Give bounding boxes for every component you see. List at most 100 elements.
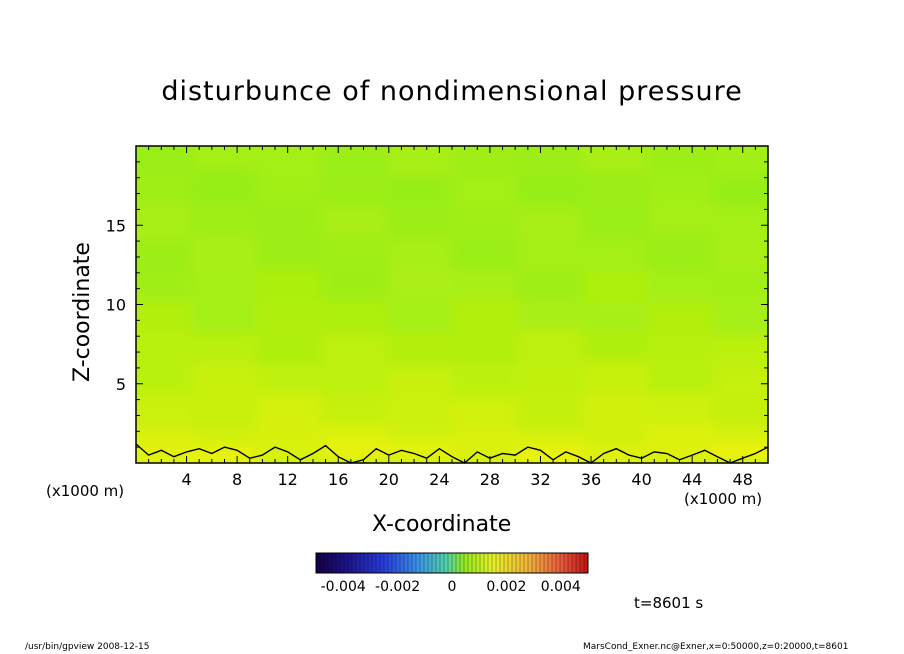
colorbar-cell bbox=[500, 553, 505, 573]
colorbar-cell bbox=[396, 553, 401, 573]
field-cell bbox=[647, 269, 715, 309]
field-cell bbox=[386, 146, 454, 183]
colorbar-cell bbox=[452, 553, 457, 573]
colorbar-cell bbox=[548, 553, 553, 573]
field-cell bbox=[386, 441, 454, 463]
colorbar-cell bbox=[444, 553, 449, 573]
colorbar-cell bbox=[392, 553, 397, 573]
colorbar-cell bbox=[348, 553, 353, 573]
colorbar-cell bbox=[540, 553, 545, 573]
colorbar-cell bbox=[416, 553, 421, 573]
colorbar-cell bbox=[332, 553, 337, 573]
x-tick-label: 28 bbox=[480, 470, 500, 489]
colorbar-cell bbox=[524, 553, 529, 573]
field-cell bbox=[256, 441, 324, 463]
colorbar-cell bbox=[492, 553, 497, 573]
colorbar-cell bbox=[468, 553, 473, 573]
time-label: t=8601 s bbox=[634, 594, 704, 612]
x-tick-label: 4 bbox=[181, 470, 191, 489]
field-cell bbox=[321, 440, 389, 463]
field-cell bbox=[386, 297, 454, 338]
colorbar-cell bbox=[336, 553, 341, 573]
colorbar-cell bbox=[576, 553, 581, 573]
field-cell bbox=[582, 237, 650, 278]
field-bands bbox=[136, 146, 768, 463]
field-cell bbox=[321, 300, 389, 340]
colorbar-cell bbox=[356, 553, 361, 573]
colorbar-cell bbox=[376, 553, 381, 573]
colorbar-cell bbox=[484, 553, 489, 573]
x-axis: 4 8 12 16 20 24 28 32 36 40 44 48 bbox=[148, 146, 756, 489]
colorbar-cell bbox=[448, 553, 453, 573]
colorbar-cell bbox=[456, 553, 461, 573]
x-tick-label: 36 bbox=[581, 470, 601, 489]
field-cell bbox=[647, 424, 715, 449]
colorbar-cell bbox=[464, 553, 469, 573]
x-tick-label: 32 bbox=[530, 470, 550, 489]
field-cell bbox=[647, 234, 715, 275]
field-cell bbox=[191, 202, 259, 243]
colorbar-tick-label: -0.004 bbox=[321, 579, 366, 595]
colorbar-cell bbox=[472, 553, 477, 573]
colorbar-cell bbox=[412, 553, 417, 573]
colorbar-tick-label: -0.002 bbox=[375, 579, 420, 595]
field-cell bbox=[712, 300, 768, 341]
colorbar-cell bbox=[584, 553, 589, 573]
colorbar-cell bbox=[380, 553, 385, 573]
colorbar-cell bbox=[388, 553, 393, 573]
field-cell bbox=[191, 392, 259, 433]
x-tick-label: 44 bbox=[682, 470, 702, 489]
colorbar-cell bbox=[360, 553, 365, 573]
colorbar-tick-label: 0.002 bbox=[486, 579, 526, 595]
field-cell bbox=[136, 394, 194, 435]
colorbar-cell bbox=[432, 553, 437, 573]
colorbar-cell bbox=[568, 553, 573, 573]
colorbar-cell bbox=[560, 553, 565, 573]
field-cell bbox=[517, 205, 585, 246]
field-cell bbox=[191, 236, 259, 277]
field-cell bbox=[517, 446, 585, 463]
colorbar-cell bbox=[420, 553, 425, 573]
x-axis-label: X-coordinate bbox=[372, 512, 512, 537]
y-tick-label: 5 bbox=[116, 375, 126, 394]
field-cell bbox=[136, 446, 194, 463]
field-cell bbox=[136, 360, 194, 401]
field-cell bbox=[191, 444, 259, 463]
field-cell bbox=[136, 170, 194, 211]
pressure-field bbox=[136, 146, 768, 463]
colorbar-cell bbox=[408, 553, 413, 573]
field-cell bbox=[386, 331, 454, 372]
x-unit-label-right: (x1000 m) bbox=[684, 490, 763, 508]
field-cell bbox=[452, 444, 520, 463]
field-cell bbox=[452, 329, 520, 370]
field-cell bbox=[256, 234, 324, 275]
x-tick-label: 12 bbox=[278, 470, 298, 489]
y-axis: 5 10 15 bbox=[106, 161, 768, 448]
colorbar-cell bbox=[488, 553, 493, 573]
colorbar-tick-label: 0.004 bbox=[541, 579, 581, 595]
colorbar-cell bbox=[364, 553, 369, 573]
colorbar-cell bbox=[476, 553, 481, 573]
x-tick-label: 8 bbox=[232, 470, 242, 489]
colorbar-cell bbox=[572, 553, 577, 573]
field-cell bbox=[136, 204, 194, 245]
field-cell bbox=[582, 392, 650, 433]
x-tick-label: 40 bbox=[631, 470, 651, 489]
zero-contour-line bbox=[135, 443, 769, 464]
chart-title: disturbunce of nondimensional pressure bbox=[161, 76, 743, 107]
colorbar-cell bbox=[556, 553, 561, 573]
field-cell bbox=[321, 266, 389, 306]
x-tick-label: 48 bbox=[733, 470, 753, 489]
colorbar-cell bbox=[320, 553, 325, 573]
colorbar-cell bbox=[424, 553, 429, 573]
colorbar-cell bbox=[404, 553, 409, 573]
colorbar-cell bbox=[436, 553, 441, 573]
colorbar-cell bbox=[428, 553, 433, 573]
colorbar-cell bbox=[520, 553, 525, 573]
field-cell bbox=[582, 203, 650, 243]
colorbar-cell bbox=[400, 553, 405, 573]
colorbar-cell bbox=[352, 553, 357, 573]
field-cell bbox=[517, 171, 585, 212]
field-cell bbox=[452, 146, 520, 180]
colorbar-cell bbox=[552, 553, 557, 573]
